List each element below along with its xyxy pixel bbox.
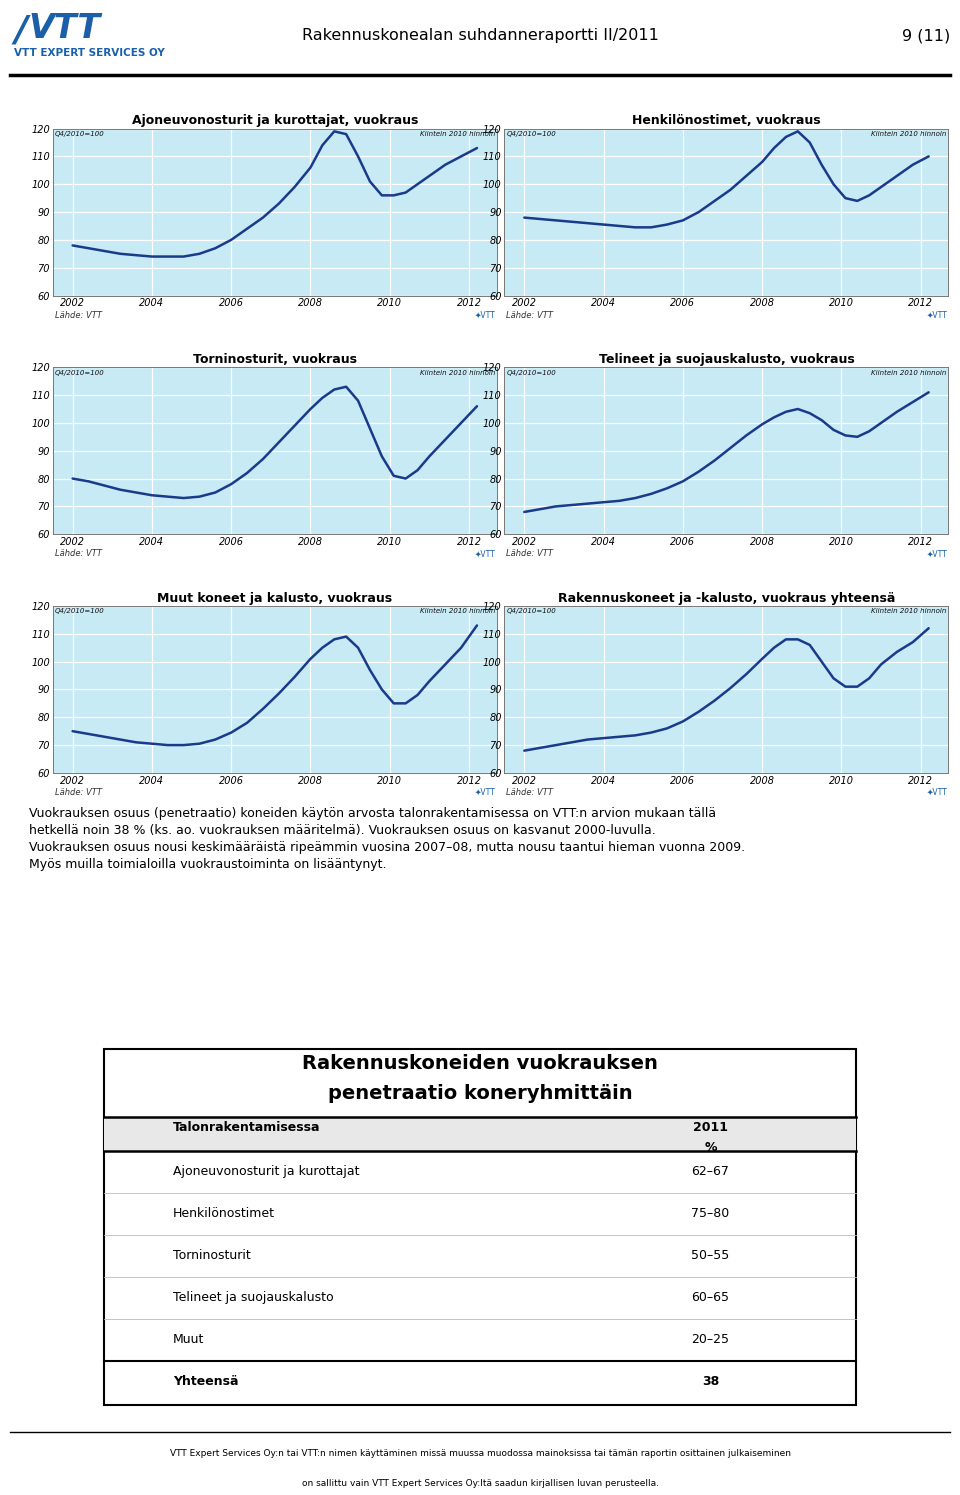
Text: VTT: VTT	[28, 12, 100, 45]
Text: /: /	[14, 13, 27, 48]
Text: 60–65: 60–65	[691, 1292, 730, 1304]
Text: Kiintein 2010 hinnoin: Kiintein 2010 hinnoin	[872, 369, 947, 375]
Text: Q4/2010=100: Q4/2010=100	[506, 132, 556, 138]
Text: Lähde: VTT: Lähde: VTT	[506, 549, 553, 558]
Text: on sallittu vain VTT Expert Services Oy:ltä saadun kirjallisen luvan perusteella: on sallittu vain VTT Expert Services Oy:…	[301, 1479, 659, 1488]
Text: Q4/2010=100: Q4/2010=100	[55, 369, 105, 375]
Text: Lähde: VTT: Lähde: VTT	[55, 788, 102, 797]
Text: Lähde: VTT: Lähde: VTT	[55, 311, 102, 320]
Text: Torninosturit: Torninosturit	[173, 1250, 251, 1262]
Text: Rakennuskonealan suhdanneraportti II/2011: Rakennuskonealan suhdanneraportti II/201…	[301, 28, 659, 43]
Text: Q4/2010=100: Q4/2010=100	[55, 132, 105, 138]
Text: Kiintein 2010 hinnoin: Kiintein 2010 hinnoin	[872, 132, 947, 138]
Bar	[104, 1117, 856, 1151]
Text: VTT Expert Services Oy:n tai VTT:n nimen käyttäminen missä muussa muodossa maino: VTT Expert Services Oy:n tai VTT:n nimen…	[170, 1449, 790, 1458]
Text: Lähde: VTT: Lähde: VTT	[55, 549, 102, 558]
Text: Yhteensä: Yhteensä	[173, 1375, 238, 1389]
Text: VTT EXPERT SERVICES OY: VTT EXPERT SERVICES OY	[14, 48, 165, 58]
Text: Kiintein 2010 hinnoin: Kiintein 2010 hinnoin	[872, 608, 947, 614]
Text: ✦VTT: ✦VTT	[475, 311, 496, 320]
Text: ✦VTT: ✦VTT	[475, 549, 496, 558]
Text: Q4/2010=100: Q4/2010=100	[55, 608, 105, 614]
Text: 2011: 2011	[693, 1121, 728, 1133]
Title: Torninosturit, vuokraus: Torninosturit, vuokraus	[193, 353, 357, 366]
Text: 38: 38	[702, 1375, 719, 1389]
Text: Lähde: VTT: Lähde: VTT	[506, 311, 553, 320]
Text: Kiintein 2010 hinnoin: Kiintein 2010 hinnoin	[420, 369, 495, 375]
Title: Henkilönostimet, vuokraus: Henkilönostimet, vuokraus	[633, 115, 821, 127]
Text: Q4/2010=100: Q4/2010=100	[506, 369, 556, 375]
Text: Vuokrauksen osuus (penetraatio) koneiden käytön arvosta talonrakentamisessa on V: Vuokrauksen osuus (penetraatio) koneiden…	[29, 807, 745, 872]
Text: Kiintein 2010 hinnoin: Kiintein 2010 hinnoin	[420, 608, 495, 614]
Title: Muut koneet ja kalusto, vuokraus: Muut koneet ja kalusto, vuokraus	[157, 592, 393, 605]
Text: ✦VTT: ✦VTT	[926, 311, 948, 320]
Text: penetraatio koneryhmittäin: penetraatio koneryhmittäin	[327, 1084, 633, 1103]
Text: Kiintein 2010 hinnoin: Kiintein 2010 hinnoin	[420, 132, 495, 138]
Text: ✦VTT: ✦VTT	[475, 788, 496, 797]
Text: Talonrakentamisessa: Talonrakentamisessa	[173, 1121, 321, 1133]
Text: Telineet ja suojauskalusto: Telineet ja suojauskalusto	[173, 1292, 333, 1304]
Text: 50–55: 50–55	[691, 1250, 730, 1262]
Text: 75–80: 75–80	[691, 1206, 730, 1220]
Text: Q4/2010=100: Q4/2010=100	[506, 608, 556, 614]
Text: 20–25: 20–25	[691, 1334, 730, 1346]
Text: Henkilönostimet: Henkilönostimet	[173, 1206, 275, 1220]
Text: Lähde: VTT: Lähde: VTT	[506, 788, 553, 797]
Text: 9 (11): 9 (11)	[901, 28, 950, 43]
Title: Rakennuskoneet ja -kalusto, vuokraus yhteensä: Rakennuskoneet ja -kalusto, vuokraus yht…	[558, 592, 895, 605]
Text: %: %	[704, 1141, 717, 1154]
Title: Telineet ja suojauskalusto, vuokraus: Telineet ja suojauskalusto, vuokraus	[599, 353, 854, 366]
Text: ✦VTT: ✦VTT	[926, 788, 948, 797]
Title: Ajoneuvonosturit ja kurottajat, vuokraus: Ajoneuvonosturit ja kurottajat, vuokraus	[132, 115, 418, 127]
Text: ✦VTT: ✦VTT	[926, 549, 948, 558]
Text: 62–67: 62–67	[691, 1165, 730, 1178]
Text: Muut: Muut	[173, 1334, 204, 1346]
Text: Ajoneuvonosturit ja kurottajat: Ajoneuvonosturit ja kurottajat	[173, 1165, 359, 1178]
Text: Rakennuskoneiden vuokrauksen: Rakennuskoneiden vuokrauksen	[302, 1054, 658, 1073]
